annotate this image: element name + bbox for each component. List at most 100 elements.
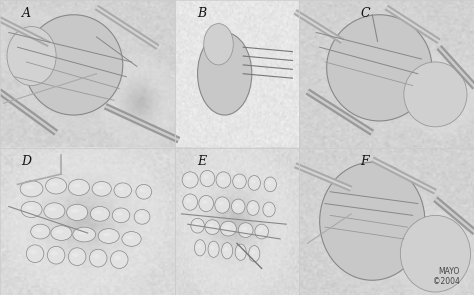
Ellipse shape [122,232,141,246]
Ellipse shape [55,230,64,233]
Ellipse shape [46,178,67,194]
Ellipse shape [266,181,272,185]
Ellipse shape [20,181,43,197]
Ellipse shape [198,32,252,115]
Ellipse shape [92,181,111,196]
Ellipse shape [247,201,259,215]
Ellipse shape [203,175,209,179]
Ellipse shape [200,171,215,187]
Ellipse shape [48,207,56,211]
Ellipse shape [50,182,58,186]
Text: E: E [197,155,206,168]
Ellipse shape [208,224,214,227]
Ellipse shape [31,224,50,239]
Ellipse shape [219,176,225,180]
Ellipse shape [136,184,152,199]
Ellipse shape [68,248,86,266]
Ellipse shape [404,62,467,127]
Ellipse shape [234,203,239,207]
Ellipse shape [249,245,260,262]
Ellipse shape [215,197,229,213]
Ellipse shape [264,177,276,192]
Ellipse shape [191,218,204,233]
Ellipse shape [193,222,199,226]
Ellipse shape [96,186,104,189]
Ellipse shape [182,172,198,188]
Ellipse shape [218,201,224,205]
Ellipse shape [222,242,233,259]
Ellipse shape [94,211,102,214]
Ellipse shape [255,224,268,239]
Ellipse shape [208,241,219,257]
Ellipse shape [224,225,230,229]
Ellipse shape [265,206,270,210]
Ellipse shape [202,200,208,204]
Text: MAYO
©2004: MAYO ©2004 [433,267,460,286]
Ellipse shape [204,24,233,65]
Bar [0,148,175,295]
Ellipse shape [68,179,90,196]
Bar [175,148,299,295]
Ellipse shape [224,247,228,251]
Bar [299,148,474,295]
Ellipse shape [47,246,65,264]
Ellipse shape [51,226,72,240]
Ellipse shape [319,162,425,280]
Ellipse shape [251,250,255,254]
Ellipse shape [110,251,128,268]
Text: C: C [360,7,370,20]
Ellipse shape [257,228,263,232]
Ellipse shape [90,249,107,267]
Bar [175,0,299,148]
Ellipse shape [220,221,237,236]
Ellipse shape [241,227,247,230]
Ellipse shape [186,199,191,202]
Ellipse shape [114,183,131,198]
Ellipse shape [263,202,275,217]
Bar [299,0,474,148]
Ellipse shape [73,184,81,188]
Ellipse shape [236,178,241,182]
Ellipse shape [91,206,109,221]
Ellipse shape [112,208,130,223]
Text: A: A [22,7,30,20]
Ellipse shape [7,27,56,86]
Ellipse shape [30,250,37,254]
Text: D: D [21,155,31,168]
Ellipse shape [71,209,79,213]
Ellipse shape [194,240,206,256]
Ellipse shape [185,176,192,180]
Ellipse shape [98,229,119,243]
Ellipse shape [93,254,100,258]
Ellipse shape [231,199,245,214]
Ellipse shape [134,209,150,224]
Ellipse shape [327,15,432,121]
Ellipse shape [73,227,96,242]
Ellipse shape [126,236,134,239]
Ellipse shape [139,189,146,192]
Ellipse shape [51,251,58,255]
Ellipse shape [216,172,231,188]
Ellipse shape [197,244,201,248]
Ellipse shape [116,212,123,216]
Text: F: F [361,155,369,168]
Ellipse shape [77,231,86,235]
Ellipse shape [25,185,34,189]
Ellipse shape [114,255,121,260]
Ellipse shape [67,204,88,220]
Ellipse shape [21,201,42,218]
Ellipse shape [210,246,215,250]
Ellipse shape [235,244,246,260]
Ellipse shape [25,15,123,115]
Ellipse shape [25,206,34,210]
Ellipse shape [233,174,246,189]
Ellipse shape [72,253,79,257]
Ellipse shape [183,194,198,210]
Ellipse shape [44,203,65,219]
Ellipse shape [27,245,44,263]
Ellipse shape [238,223,253,237]
Ellipse shape [102,233,111,236]
Ellipse shape [237,249,242,253]
Text: B: B [197,7,206,20]
Ellipse shape [137,214,144,217]
